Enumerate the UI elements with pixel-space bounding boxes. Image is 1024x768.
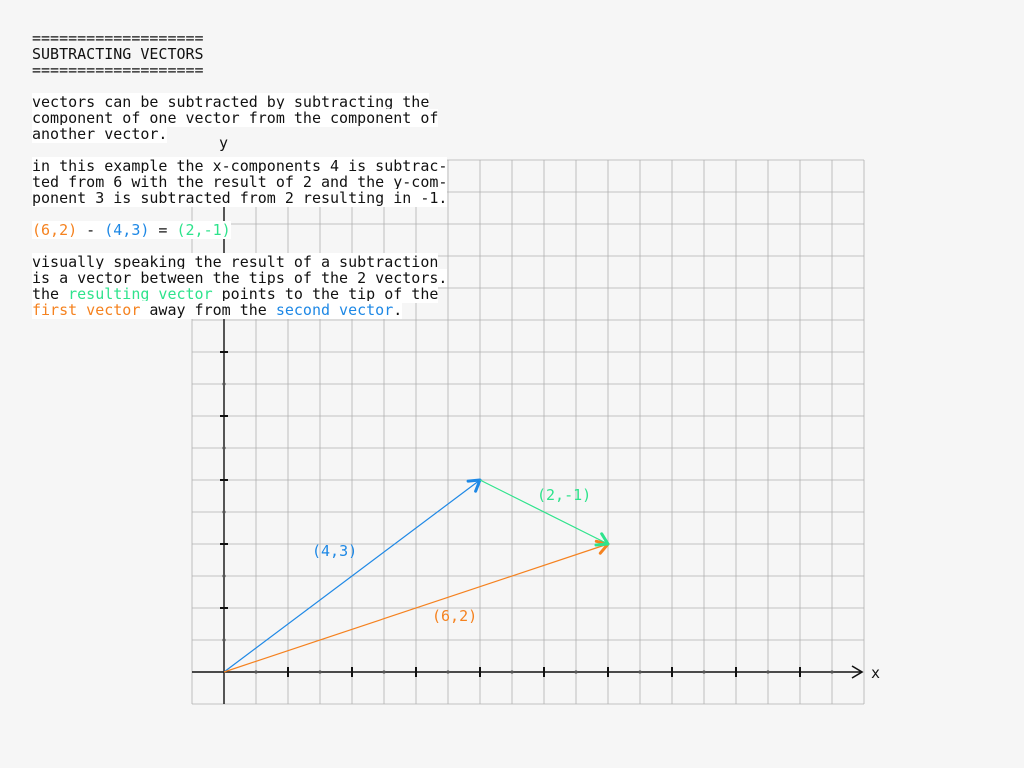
y-axis-minor-tick <box>222 638 226 642</box>
paragraph-line: ponent 3 is subtracted from 2 resulting … <box>32 189 448 207</box>
first-vector-term: first vector <box>32 301 141 319</box>
vector-result-label: (2,-1) <box>537 486 591 504</box>
paragraph-line: the resulting vector points to the tip o… <box>32 285 439 303</box>
paragraph-line: in this example the x-components 4 is su… <box>32 157 448 175</box>
equation-equals: = <box>149 221 177 239</box>
resulting-vector-term: resulting vector <box>68 285 213 303</box>
vector-first-line <box>223 543 609 673</box>
paragraph-line: vectors can be subtracted by subtracting… <box>32 93 430 111</box>
title-rule-bottom: =================== <box>32 61 204 79</box>
second-vector-term: second vector <box>275 301 394 319</box>
y-axis-minor-tick <box>222 446 226 450</box>
vector-result-arrowhead <box>594 532 610 547</box>
equation-second-vector: (4,3) <box>104 221 150 239</box>
x-axis-minor-tick <box>638 670 642 674</box>
vector-result-line <box>479 479 609 545</box>
equation-minus: - <box>77 221 105 239</box>
x-axis-minor-tick <box>318 670 322 674</box>
y-axis-minor-tick <box>222 510 226 514</box>
x-axis-minor-tick <box>830 670 834 674</box>
vector-second-line <box>223 479 481 673</box>
vectors: (4,3) (6,2) (2,-1) <box>223 478 610 673</box>
axes <box>192 160 864 704</box>
paragraph-line: is a vector between the tips of the 2 ve… <box>32 269 448 287</box>
equation: (6,2) - (4,3) = (2,-1) <box>32 221 492 239</box>
equation-first-vector: (6,2) <box>32 221 78 239</box>
paragraph-line: first vector away from the second vector… <box>32 301 403 319</box>
paragraph-line: another vector. <box>32 125 168 143</box>
vector-second-arrowhead <box>466 478 482 493</box>
x-axis-minor-tick <box>574 670 578 674</box>
paragraph-example: in this example the x-components 4 is su… <box>32 157 492 207</box>
x-axis-label: x <box>871 664 880 682</box>
page-title: SUBTRACTING VECTORS <box>32 45 204 63</box>
x-axis-minor-tick <box>510 670 514 674</box>
y-axis-label: y <box>219 134 228 152</box>
y-axis-minor-tick <box>222 382 226 386</box>
vector-second-label: (4,3) <box>312 542 357 560</box>
explanation-panel: =================== SUBTRACTING VECTORS … <box>32 29 492 319</box>
x-axis-minor-tick <box>254 670 258 674</box>
title-rule-top: =================== <box>32 29 204 47</box>
x-axis-minor-tick <box>382 670 386 674</box>
vector-first-label: (6,2) <box>432 607 477 625</box>
paragraph-line: ted from 6 with the result of 2 and the … <box>32 173 448 191</box>
equation-result-vector: (2,-1) <box>176 221 231 239</box>
paragraph-line: component of one vector from the compone… <box>32 109 439 127</box>
x-axis-minor-tick <box>446 670 450 674</box>
grid <box>191 159 865 705</box>
paragraph-intro: vectors can be subtracted by subtracting… <box>32 93 492 143</box>
paragraph-line: visually speaking the result of a subtra… <box>32 253 439 271</box>
y-axis-minor-tick <box>222 574 226 578</box>
x-axis-minor-tick <box>766 670 770 674</box>
x-axis-minor-tick <box>702 670 706 674</box>
paragraph-visual: visually speaking the result of a subtra… <box>32 253 492 319</box>
x-axis-arrowhead <box>851 665 864 679</box>
